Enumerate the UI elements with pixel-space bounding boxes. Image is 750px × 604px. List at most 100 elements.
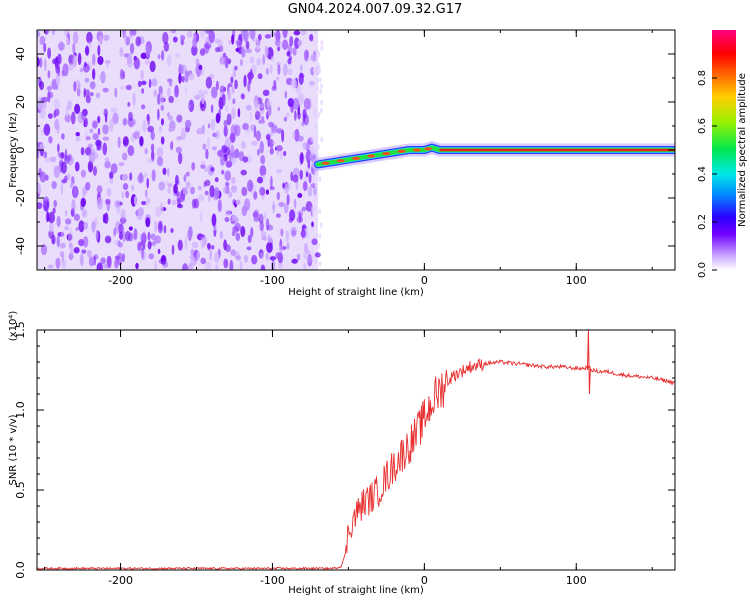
noise-blob: [129, 42, 135, 55]
noise-blob: [282, 30, 288, 39]
noise-blob: [292, 130, 296, 140]
noise-blob: [276, 128, 283, 134]
noise-blob: [145, 45, 151, 59]
noise-blob: [68, 243, 74, 250]
noise-blob: [311, 136, 315, 143]
noise-blob: [148, 78, 152, 89]
noise-blob: [117, 136, 121, 149]
noise-blob: [310, 266, 314, 270]
noise-blob: [286, 242, 290, 250]
noise-blob: [97, 55, 104, 65]
noise-blob: [240, 93, 245, 100]
noise-blob: [171, 199, 177, 205]
noise-blob: [219, 155, 225, 166]
noise-blob: [278, 201, 285, 208]
noise-blob: [314, 258, 318, 265]
noise-blob: [157, 248, 161, 255]
noise-blob: [298, 72, 304, 85]
noise-blob: [70, 111, 76, 125]
tone-peak: [397, 149, 406, 153]
noise-blob: [59, 242, 66, 249]
noise-blob: [243, 198, 251, 211]
noise-blob: [276, 169, 282, 174]
noise-blob: [157, 108, 160, 121]
noise-blob: [77, 112, 85, 124]
noise-blob: [75, 131, 80, 137]
noise-blob: [200, 30, 205, 39]
noise-blob: [148, 253, 155, 260]
noise-blob: [114, 87, 118, 98]
noise-blob: [181, 76, 185, 83]
noise-blob: [280, 228, 284, 237]
noise-blob: [277, 64, 281, 75]
noise-blob: [265, 68, 269, 75]
noise-blob: [293, 198, 297, 209]
snr-line: [37, 357, 675, 570]
noise-blob: [83, 87, 87, 98]
noise-blob: [191, 161, 196, 171]
noise-blob: [198, 64, 203, 71]
noise-blob: [283, 116, 288, 122]
noise-blob: [57, 231, 65, 237]
noise-blob: [146, 158, 154, 164]
noise-blob: [92, 68, 96, 80]
noise-blob: [168, 127, 173, 133]
noise-blob: [318, 176, 322, 183]
noise-blob: [266, 241, 273, 254]
noise-blob: [106, 59, 109, 69]
noise-blob: [103, 34, 110, 41]
noise-blob: [224, 216, 230, 223]
noise-blob: [227, 89, 232, 101]
noise-blob: [314, 143, 318, 150]
noise-blob: [192, 37, 197, 48]
noise-blob: [133, 228, 138, 241]
noise-blob: [92, 133, 99, 141]
noise-blob: [317, 62, 321, 69]
noise-blob: [62, 63, 69, 77]
noise-blob: [215, 264, 219, 270]
noise-blob: [160, 136, 165, 145]
noise-blob: [157, 220, 163, 234]
noise-blob: [191, 45, 198, 56]
noise-blob: [205, 76, 213, 89]
noise-blob: [300, 64, 303, 72]
noise-blob: [100, 257, 106, 265]
noise-blob: [89, 91, 94, 97]
noise-blob: [249, 30, 256, 40]
noise-blob: [262, 54, 266, 66]
noise-blob: [200, 164, 206, 169]
noise-blob: [229, 259, 234, 270]
noise-blob: [314, 181, 318, 188]
noise-blob: [207, 123, 211, 129]
noise-blob: [257, 148, 260, 156]
noise-blob: [305, 149, 312, 163]
noise-blob: [121, 191, 125, 199]
noise-blob: [151, 169, 156, 182]
noise-blob: [311, 175, 315, 182]
noise-blob: [284, 183, 289, 194]
noise-blob: [188, 104, 192, 109]
noise-blob: [53, 199, 58, 208]
noise-blob: [215, 80, 219, 91]
noise-blob: [161, 50, 165, 61]
noise-blob: [300, 30, 307, 36]
noise-blob: [84, 77, 90, 83]
noise-blob: [150, 130, 155, 141]
noise-blob: [230, 176, 236, 185]
noise-blob: [49, 222, 54, 233]
noise-blob: [313, 170, 317, 177]
noise-blob: [71, 199, 76, 212]
noise-blob: [287, 58, 292, 65]
noise-blob: [140, 52, 148, 59]
noise-blob: [315, 192, 319, 199]
noise-blob: [47, 70, 51, 79]
noise-blob: [80, 109, 87, 121]
noise-blob: [311, 238, 318, 246]
noise-blob: [112, 112, 119, 125]
noise-blob: [318, 233, 322, 240]
noise-blob: [226, 113, 232, 126]
noise-blob: [313, 38, 317, 45]
noise-blob: [259, 103, 265, 108]
noise-blob: [225, 244, 231, 253]
